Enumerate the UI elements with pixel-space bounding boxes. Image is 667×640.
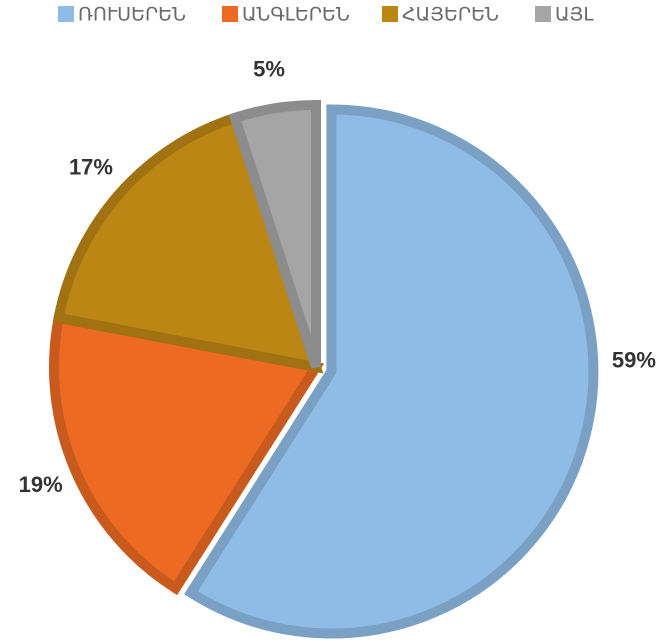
pie-slice	[228, 99, 321, 369]
legend-swatch	[382, 6, 398, 22]
legend-label: ՌՈՒՍԵՐԵՆ	[78, 4, 186, 26]
legend-label: ԱՅԼ	[555, 4, 594, 26]
legend-swatch	[222, 6, 238, 22]
data-label: 19%	[19, 472, 63, 497]
pie-slice	[184, 104, 599, 639]
legend-swatch	[535, 6, 551, 22]
data-label: 5%	[253, 57, 285, 82]
legend-swatch	[58, 6, 74, 22]
data-label: 59%	[612, 347, 656, 372]
pie-slice	[49, 312, 325, 596]
legend-label: ՀԱՅԵՐԵՆ	[402, 4, 499, 26]
data-label: 17%	[69, 154, 113, 179]
legend-label: ԱՆԳԼԵՐԵՆ	[242, 4, 350, 26]
